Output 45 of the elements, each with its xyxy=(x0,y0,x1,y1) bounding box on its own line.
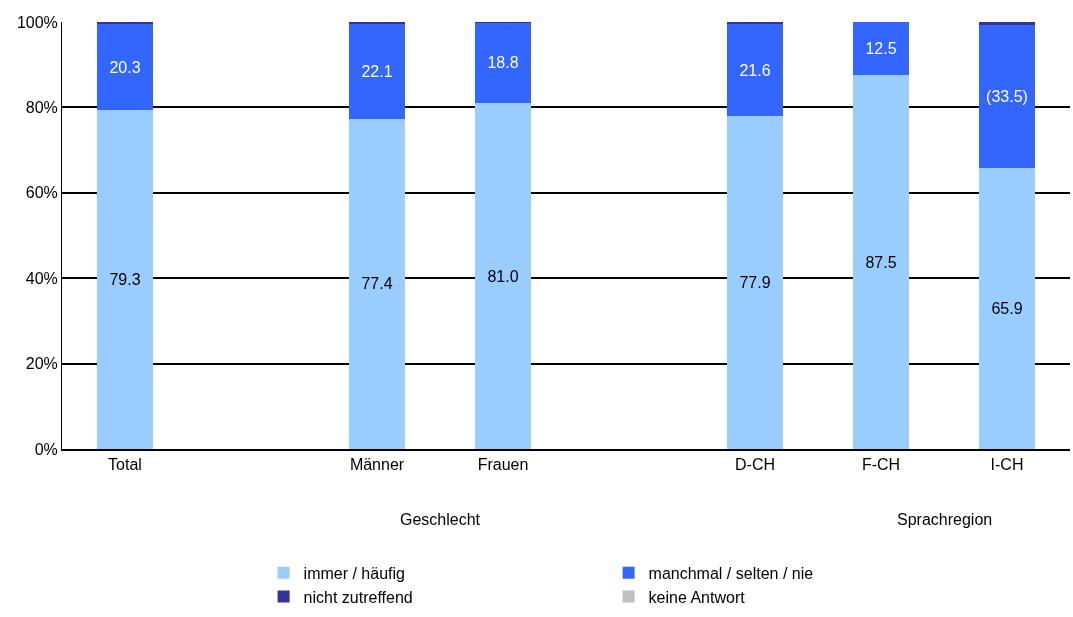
x-tick-label: Total xyxy=(108,456,142,474)
data-label: 87.5 xyxy=(865,253,897,271)
data-label: (33.5) xyxy=(986,87,1028,105)
bar xyxy=(852,22,910,76)
data-label: 22.1 xyxy=(361,62,393,80)
data-label: 20.3 xyxy=(109,58,141,76)
legend-label: nicht zutreffend xyxy=(303,588,413,606)
data-label: 21.6 xyxy=(739,61,771,79)
text: Geschlecht xyxy=(400,511,481,528)
y-tick-label: 80% xyxy=(25,99,58,116)
x-tick-label: Frauen xyxy=(477,456,529,474)
data-label: 18.8 xyxy=(487,54,519,72)
bar xyxy=(474,22,532,104)
bar xyxy=(726,24,784,117)
bar xyxy=(96,110,154,449)
bar xyxy=(852,75,910,449)
text: Sprachregion xyxy=(897,511,993,528)
bar xyxy=(348,118,406,449)
data-label: 77.9 xyxy=(739,274,771,292)
legend-label: manchmal / selten / nie xyxy=(648,564,814,582)
bar xyxy=(96,23,154,111)
bar xyxy=(726,116,784,449)
x-tick-label: D-CH xyxy=(735,456,775,474)
bar xyxy=(348,24,406,119)
y-tick-label: 20% xyxy=(25,355,58,373)
y-tick-label: 60% xyxy=(25,184,58,202)
data-label: 65.9 xyxy=(991,299,1023,317)
data-label: 81.0 xyxy=(487,267,519,285)
legend-label: keine Antwort xyxy=(648,588,746,606)
x-tick-label: Männer xyxy=(349,456,405,474)
bar xyxy=(474,103,532,449)
bar xyxy=(348,22,406,25)
x-tick-label: F-CH xyxy=(861,456,901,474)
data-label: 77.4 xyxy=(361,275,393,293)
y-tick-label: 0% xyxy=(34,440,58,458)
bar xyxy=(978,24,1036,168)
data-label: 12.5 xyxy=(865,40,897,58)
x-tick-label: I-CH xyxy=(990,456,1024,474)
y-tick-label: 40% xyxy=(25,269,58,287)
bar xyxy=(978,22,1036,25)
data-label: 79.3 xyxy=(109,271,141,289)
bar xyxy=(726,22,784,25)
y-tick-label: 100% xyxy=(16,13,58,31)
legend-label: immer / häufig xyxy=(303,564,405,582)
bar xyxy=(978,167,1036,449)
